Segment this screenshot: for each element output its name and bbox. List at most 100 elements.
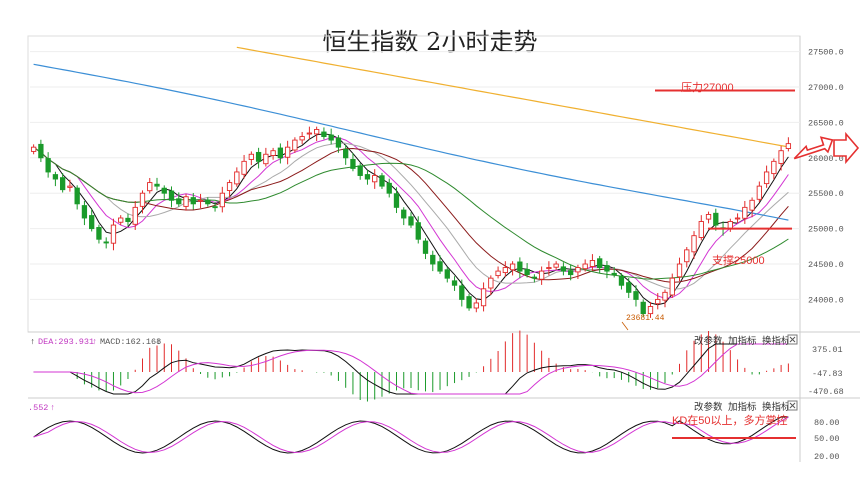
candle-body [81, 205, 88, 219]
candle-body [328, 134, 334, 141]
candle-body [30, 146, 37, 152]
candle-body [241, 160, 247, 175]
kd-tick: 50.00 [814, 434, 840, 444]
candle-body [495, 270, 501, 277]
candle-body [96, 227, 102, 240]
toolbar-add-indicator[interactable]: 加指标 [728, 335, 757, 347]
macd-dea-line [33, 343, 789, 395]
candle-body [430, 254, 436, 265]
y-tick-label: 25500.0 [808, 189, 844, 199]
candle-body [306, 132, 313, 135]
resistance-label: 压力27000 [681, 81, 734, 94]
y-tick-label: 26500.0 [808, 118, 844, 128]
candle-body [691, 235, 697, 253]
candle-body [161, 187, 167, 194]
candle-body [386, 182, 392, 194]
annotations [621, 89, 795, 331]
candle-body [372, 175, 378, 183]
candle-body [734, 217, 741, 220]
close-icon [789, 336, 796, 343]
kd-annotation-label: KD在50以上，多方掌控 [672, 413, 788, 427]
kd-tick: 80.00 [814, 418, 840, 428]
candle-body [277, 147, 284, 159]
candle-body [524, 268, 530, 276]
candle-body [60, 177, 66, 191]
candle-body [321, 131, 327, 138]
toolbar-change-params[interactable]: 改参数 [694, 401, 723, 413]
macd-toolbar: 改参数 加指标 换指标 [694, 334, 798, 347]
right-arrow-icon [793, 131, 860, 165]
candle-body [379, 175, 385, 187]
candle-body [604, 265, 610, 272]
candle-body [401, 209, 407, 219]
candle-body [531, 276, 538, 279]
candle-body [676, 263, 683, 278]
down-arrow-icon: ↓ [156, 337, 161, 347]
macd-panel [33, 330, 789, 402]
y-axis-ticks: 27500.0 27000.0 26500.0 26000.0 25500.0 25000… [808, 48, 844, 306]
candle-body [350, 158, 356, 169]
toolbar-add-indicator[interactable]: 加指标 [728, 401, 757, 413]
candle-body [212, 206, 218, 209]
ma-line-orange [236, 46, 789, 148]
toolbar-switch-indicator[interactable]: 换指标 [762, 335, 791, 347]
ma-line-short [33, 133, 789, 306]
candle-body [45, 158, 51, 173]
candle-body [713, 212, 719, 226]
candle-body [292, 139, 298, 151]
candle-body [756, 185, 762, 200]
candle-body [168, 190, 175, 201]
candle-body [255, 151, 262, 162]
candle-body [197, 199, 204, 202]
up-arrow-icon: ↑ [30, 337, 35, 347]
up-arrow-icon: ↑ [92, 337, 97, 347]
candle-body [778, 150, 784, 164]
candle-body [749, 199, 755, 211]
candle-body [662, 291, 668, 301]
candle-body [284, 146, 291, 158]
candle-body [110, 224, 117, 244]
toolbar-change-params[interactable]: 改参数 [694, 335, 723, 347]
candle-body [125, 217, 131, 222]
moving-averages [33, 46, 789, 306]
candle-body [444, 269, 450, 279]
kd-d-line [33, 416, 789, 454]
candle-body [335, 137, 342, 148]
candle-body [89, 215, 95, 230]
candle-body [568, 270, 574, 276]
kd-label: .552 [28, 403, 48, 413]
candle-body [364, 174, 371, 180]
candle-body [655, 298, 661, 305]
candle-body [437, 261, 443, 272]
candle-body [154, 183, 160, 187]
candle-body [132, 206, 138, 225]
candle-body [234, 171, 240, 185]
ma-line-brown [33, 146, 789, 283]
low-price-label: 23681.44 [626, 314, 665, 323]
candle-body [597, 258, 603, 269]
candle-body [517, 261, 523, 272]
macd-tick: -47.83 [812, 369, 843, 379]
candle-body [176, 198, 182, 205]
candle-body [785, 143, 792, 150]
kd-panel [33, 416, 796, 454]
candle-body [343, 148, 349, 159]
candle-body [546, 267, 552, 270]
candle-body [684, 249, 690, 263]
support-label: 支撑25000 [712, 253, 765, 267]
low-marker [621, 321, 629, 331]
candle-body [248, 153, 254, 160]
candle-body [466, 296, 472, 309]
macd-label: MACD:162.168 [100, 337, 161, 347]
candle-body [669, 277, 675, 296]
candle-body [480, 288, 487, 307]
grid [30, 51, 800, 300]
kd-tick: 20.00 [814, 452, 840, 462]
candle-body [139, 192, 146, 207]
candle-body [502, 267, 508, 274]
candle-body [219, 192, 225, 208]
candle-body [226, 182, 233, 191]
candle-body [205, 199, 211, 205]
toolbar-switch-indicator[interactable]: 换指标 [762, 401, 791, 413]
